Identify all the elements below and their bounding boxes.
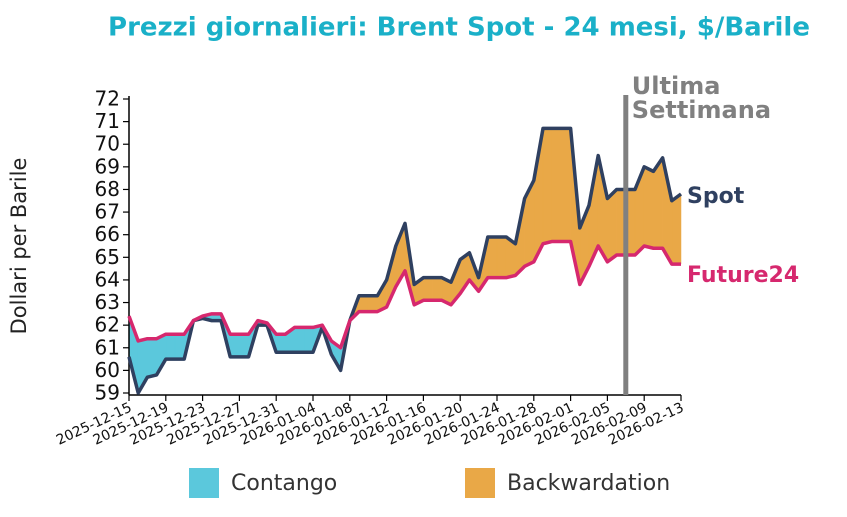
series-line <box>127 239 681 350</box>
y-tick-label: 66 <box>95 222 120 246</box>
series-end-label: Future24 <box>687 263 799 288</box>
backwardation-fill <box>432 277 443 301</box>
legend-label: Contango <box>231 471 337 496</box>
backwardation-fill <box>358 295 369 312</box>
backwardation-fill <box>561 128 571 242</box>
contango-fill <box>239 333 249 358</box>
backwardation-fill <box>671 193 682 265</box>
contango-fill <box>294 327 305 353</box>
y-tick-label: 63 <box>95 290 120 314</box>
y-tick-label: 64 <box>95 267 120 291</box>
legend-swatch <box>189 468 219 498</box>
backwardation-fill <box>423 277 433 301</box>
y-tick-label: 70 <box>95 132 120 156</box>
contango-fill <box>275 333 286 353</box>
y-tick-label: 62 <box>95 313 120 337</box>
backwardation-fill <box>643 166 654 249</box>
annotation-label: Ultima <box>632 72 721 100</box>
fill-layer <box>128 128 682 394</box>
legend-label: Backwardation <box>507 471 670 496</box>
contango-fill <box>229 333 240 358</box>
y-tick-label: 68 <box>95 177 120 201</box>
backwardation-fill <box>551 128 562 242</box>
series-line <box>127 126 683 395</box>
y-tick-label: 60 <box>95 358 120 382</box>
backwardation-fill <box>607 188 617 263</box>
y-axis-label: Dollari per Barile <box>7 158 31 335</box>
y-tick-label: 71 <box>95 109 120 133</box>
contango-fill <box>174 333 185 360</box>
backwardation-fill <box>487 236 498 278</box>
backwardation-fill <box>367 295 378 312</box>
backwardation-fill <box>542 128 553 245</box>
chart-title: Prezzi giornalieri: Brent Spot - 24 mesi… <box>108 13 810 43</box>
legend-swatch <box>465 468 495 498</box>
y-tick-label: 69 <box>95 154 120 178</box>
y-tick-label: 65 <box>95 245 120 269</box>
y-tick-label: 67 <box>95 200 120 224</box>
y-tick-label: 61 <box>95 335 120 359</box>
contango-fill <box>147 338 157 378</box>
contango-fill <box>303 327 314 353</box>
annotation-label: Settimana <box>632 96 771 124</box>
backwardation-fill <box>496 236 507 278</box>
y-tick-label: 72 <box>95 87 120 111</box>
y-tick-label: 59 <box>95 381 120 405</box>
series-end-label: Spot <box>687 184 745 209</box>
contango-fill <box>165 333 176 360</box>
